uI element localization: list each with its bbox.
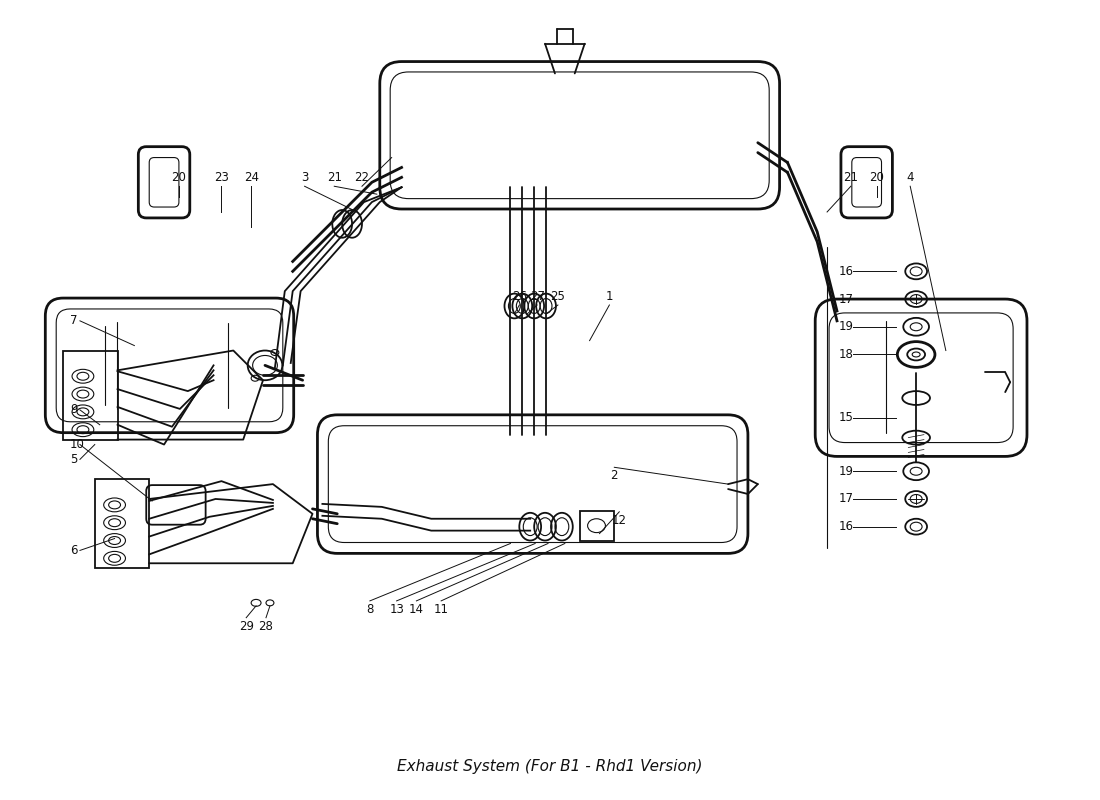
Text: 1: 1 xyxy=(606,290,613,303)
Text: 16: 16 xyxy=(839,265,854,278)
Text: 19: 19 xyxy=(839,320,854,334)
Text: 3: 3 xyxy=(301,171,308,184)
Text: 21: 21 xyxy=(327,171,342,184)
Text: 5: 5 xyxy=(70,453,77,466)
Text: 27: 27 xyxy=(529,290,544,303)
Text: 10: 10 xyxy=(70,438,85,451)
Bar xyxy=(63,350,118,439)
Text: 9: 9 xyxy=(70,403,78,416)
Text: 29: 29 xyxy=(239,620,254,633)
Text: 6: 6 xyxy=(70,544,78,557)
Text: 16: 16 xyxy=(839,520,854,533)
Text: 2: 2 xyxy=(610,470,618,482)
Text: 20: 20 xyxy=(172,171,186,184)
Text: 17: 17 xyxy=(839,293,854,306)
Text: 24: 24 xyxy=(243,171,258,184)
Text: 15: 15 xyxy=(839,411,854,424)
Text: 23: 23 xyxy=(214,171,229,184)
Text: 14: 14 xyxy=(409,603,424,616)
Text: 21: 21 xyxy=(844,171,858,184)
Text: 25: 25 xyxy=(550,290,565,303)
Text: 18: 18 xyxy=(839,348,854,361)
Bar xyxy=(580,511,614,541)
Text: 22: 22 xyxy=(354,171,370,184)
Text: 11: 11 xyxy=(433,603,449,616)
Text: 4: 4 xyxy=(906,171,914,184)
Bar xyxy=(95,479,150,568)
Text: 28: 28 xyxy=(258,620,274,633)
Text: 13: 13 xyxy=(389,603,404,616)
Text: 26: 26 xyxy=(512,290,527,303)
Text: 20: 20 xyxy=(869,171,884,184)
Text: Exhaust System (For B1 - Rhd1 Version): Exhaust System (For B1 - Rhd1 Version) xyxy=(397,758,703,774)
Text: 7: 7 xyxy=(70,314,78,327)
Text: 17: 17 xyxy=(839,493,854,506)
Text: 12: 12 xyxy=(612,514,627,527)
Text: 8: 8 xyxy=(366,603,374,616)
Text: 19: 19 xyxy=(839,465,854,478)
